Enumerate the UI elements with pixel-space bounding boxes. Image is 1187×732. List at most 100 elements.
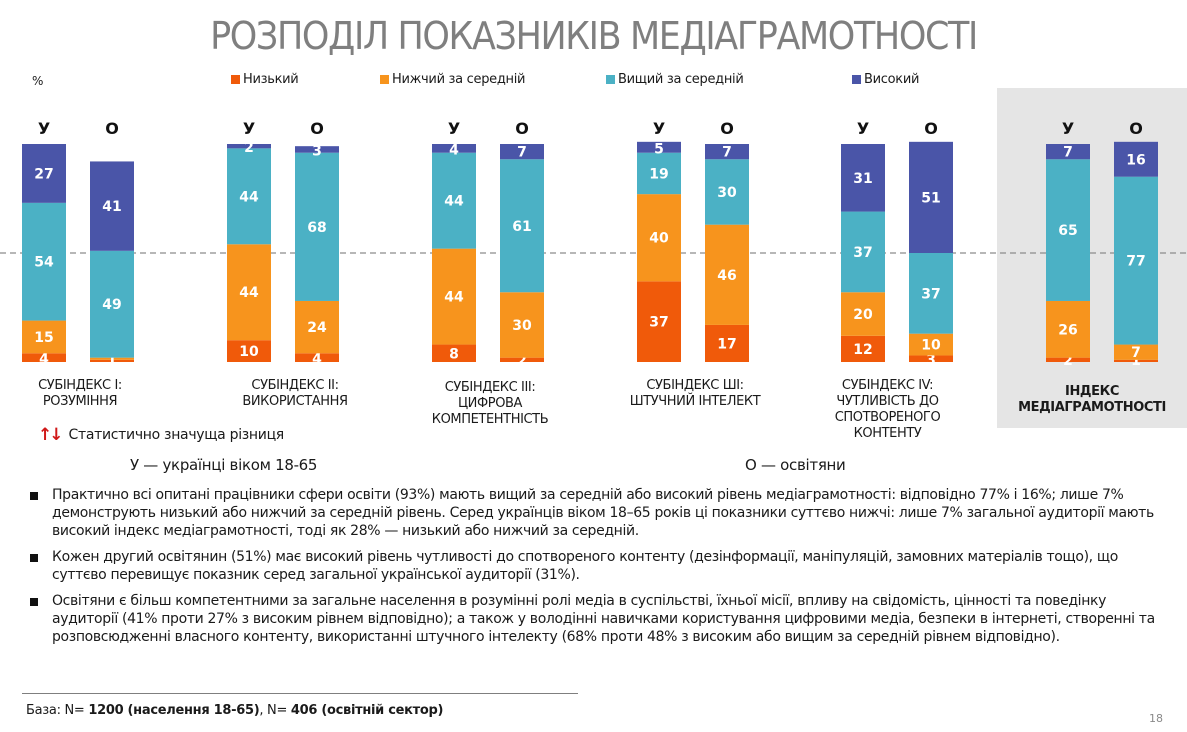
index-label: ІНДЕКС МЕДІАГРАМОТНОСТІ bbox=[1002, 384, 1182, 416]
label-line: ІНДЕКС bbox=[1065, 384, 1119, 399]
data-label: 65 bbox=[1058, 223, 1077, 239]
bar-segment-high bbox=[90, 161, 134, 251]
bar-segment-below_avg bbox=[227, 244, 271, 341]
stacked-bar-chart: У4155427О114941У1044442О424683У844444О23… bbox=[0, 119, 1187, 369]
legend-swatch-below-avg bbox=[380, 75, 389, 84]
bar-segment-below_avg bbox=[1114, 344, 1158, 360]
legend-label-low: Низький bbox=[243, 72, 299, 87]
bar-segment-below_avg bbox=[22, 320, 66, 354]
finding-text: Освітяни є більш компетентними за загаль… bbox=[52, 593, 1155, 645]
legend-label-above-avg: Вищий за середній bbox=[618, 72, 744, 87]
bar-segment-below_avg bbox=[432, 248, 476, 345]
data-label: 54 bbox=[34, 255, 54, 271]
bar-segment-above_avg bbox=[909, 253, 953, 334]
bar-segment-above_avg bbox=[227, 148, 271, 245]
data-label: 3 bbox=[312, 143, 322, 159]
bar-segment-high bbox=[295, 146, 339, 153]
unit-label: % bbox=[32, 74, 44, 88]
bar-header-О: О bbox=[310, 119, 324, 138]
bar-segment-low bbox=[1114, 359, 1158, 362]
bar-header-У: У bbox=[38, 119, 50, 138]
slide-title: РОЗПОДІЛ ПОКАЗНИКІВ МЕДІАГРАМОТНОСТІ bbox=[210, 14, 978, 58]
bar-segment-high bbox=[841, 144, 885, 212]
finding-item: Освітяни є більш компетентними за загаль… bbox=[30, 592, 1160, 646]
data-label: 19 bbox=[649, 166, 668, 182]
data-label: 44 bbox=[239, 189, 259, 205]
bar-segment-below_avg bbox=[705, 224, 749, 325]
data-label: 27 bbox=[34, 166, 53, 182]
legend-item-high: Високий bbox=[852, 72, 919, 87]
data-label: 7 bbox=[1131, 345, 1141, 361]
base-mid: , N= bbox=[259, 703, 291, 718]
data-label: 1 bbox=[107, 353, 117, 369]
bar-segment-below_avg bbox=[1046, 300, 1090, 358]
legend-swatch-high bbox=[852, 75, 861, 84]
data-label: 40 bbox=[649, 231, 669, 247]
bar-segment-low bbox=[22, 353, 66, 362]
bar-segment-high bbox=[637, 141, 681, 153]
bar-header-У: У bbox=[857, 119, 869, 138]
data-label: 37 bbox=[921, 286, 940, 302]
data-label: 26 bbox=[1058, 322, 1077, 338]
data-label: 77 bbox=[1126, 254, 1145, 270]
bar-segment-above_avg bbox=[90, 250, 134, 358]
subindex-label: СУБІНДЕКС ІІІ: ЦИФРОВА КОМПЕТЕНТНІСТЬ bbox=[410, 380, 570, 428]
bar-segment-low bbox=[432, 344, 476, 362]
bar-segment-above_avg bbox=[295, 152, 339, 301]
sample-base-note: База: N= 1200 (населення 18-65), N= 406 … bbox=[26, 703, 443, 718]
bar-segment-below_avg bbox=[500, 292, 544, 358]
data-label: 30 bbox=[512, 318, 532, 334]
bar-header-У: У bbox=[1062, 119, 1074, 138]
data-label: 30 bbox=[717, 185, 737, 201]
label-line: СУБІНДЕКС І: bbox=[38, 378, 122, 393]
finding-text: Практично всі опитані працівники сфери о… bbox=[52, 487, 1154, 539]
data-label: 7 bbox=[517, 145, 527, 161]
bar-segment-low bbox=[909, 355, 953, 362]
bar-segment-low bbox=[705, 324, 749, 362]
bar-segment-high bbox=[705, 144, 749, 160]
bar-segment-above_avg bbox=[841, 211, 885, 293]
data-label: 2 bbox=[1063, 353, 1073, 369]
data-label: 46 bbox=[717, 268, 736, 284]
data-label: 37 bbox=[649, 315, 668, 331]
bar-segment-above_avg bbox=[1114, 176, 1158, 345]
bar-header-О: О bbox=[1129, 119, 1143, 138]
bar-segment-low bbox=[500, 357, 544, 362]
bar-segment-below_avg bbox=[295, 300, 339, 354]
bar-segment-above_avg bbox=[22, 202, 66, 321]
data-label: 20 bbox=[853, 307, 873, 323]
bar-segment-below_avg bbox=[90, 357, 134, 360]
data-label: 2 bbox=[244, 140, 254, 156]
bar-segment-above_avg bbox=[432, 152, 476, 249]
data-label: 68 bbox=[307, 220, 326, 236]
bar-segment-high bbox=[1046, 144, 1090, 160]
subindex-label: СУБІНДЕКС І: РОЗУМІННЯ bbox=[0, 378, 160, 410]
bar-segment-high bbox=[227, 144, 271, 149]
data-label: 17 bbox=[717, 336, 736, 352]
label-line: СУБІНДЕКС IV: bbox=[841, 378, 934, 393]
data-label: 24 bbox=[307, 320, 327, 336]
bar-segment-high bbox=[432, 144, 476, 153]
bar-segment-low bbox=[637, 281, 681, 362]
bar-segment-high bbox=[22, 144, 66, 203]
group-key-u: У — українці віком 18-65 bbox=[130, 456, 318, 474]
group-key-o: О — освітяни bbox=[745, 456, 846, 474]
bar-segment-below_avg bbox=[841, 292, 885, 336]
legend-item-low: Низький bbox=[231, 72, 299, 87]
data-label: 3 bbox=[926, 353, 936, 369]
data-label: 41 bbox=[102, 199, 121, 215]
bar-segment-low bbox=[1046, 357, 1090, 362]
data-label: 1 bbox=[1131, 353, 1141, 369]
subindex-label: СУБІНДЕКС ШІ: ШТУЧНИЙ ІНТЕЛЕКТ bbox=[615, 378, 775, 410]
data-label: 2 bbox=[517, 353, 527, 369]
bar-segment-high bbox=[1114, 141, 1158, 177]
label-line: СУБІНДЕКС ІІ: bbox=[251, 378, 339, 393]
page-number: 18 bbox=[1149, 712, 1163, 725]
bar-segment-low bbox=[90, 359, 134, 362]
data-label: 37 bbox=[853, 245, 872, 261]
label-line: СУБІНДЕКС ШІ: bbox=[646, 378, 744, 393]
data-label: 10 bbox=[239, 344, 259, 360]
legend-label-high: Високий bbox=[864, 72, 920, 87]
legend-item-above-avg: Вищий за середній bbox=[606, 72, 744, 87]
data-label: 10 bbox=[921, 338, 941, 354]
